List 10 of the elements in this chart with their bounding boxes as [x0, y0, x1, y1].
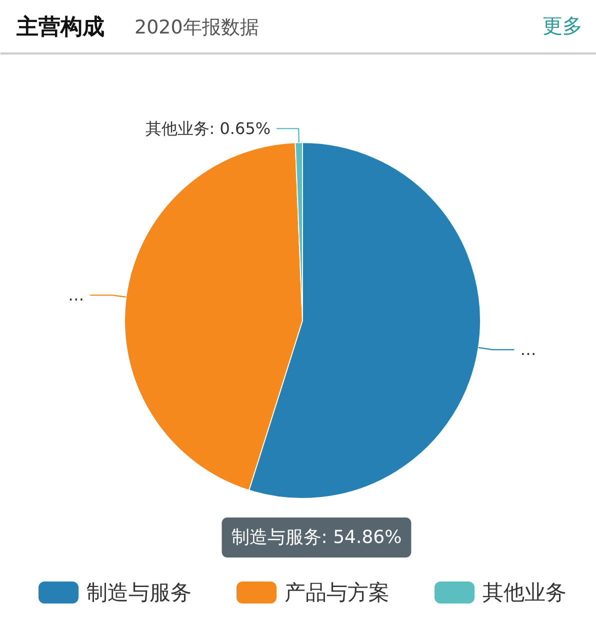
text: 制造与服务: 54.86%: [231, 527, 402, 548]
data-label: …: [68, 286, 84, 305]
data-label: …: [520, 340, 536, 360]
legend-label: 制造与服务: [86, 580, 192, 604]
data-label: 其他业务: 0.65%: [145, 119, 271, 138]
legend-label: 其他业务: [482, 580, 566, 604]
legend-label: 产品与方案: [284, 580, 390, 604]
chart-title: 主营构成: [16, 14, 104, 40]
text: 更多: [542, 14, 582, 38]
chart-subtitle: 2020年报数据: [134, 16, 259, 38]
